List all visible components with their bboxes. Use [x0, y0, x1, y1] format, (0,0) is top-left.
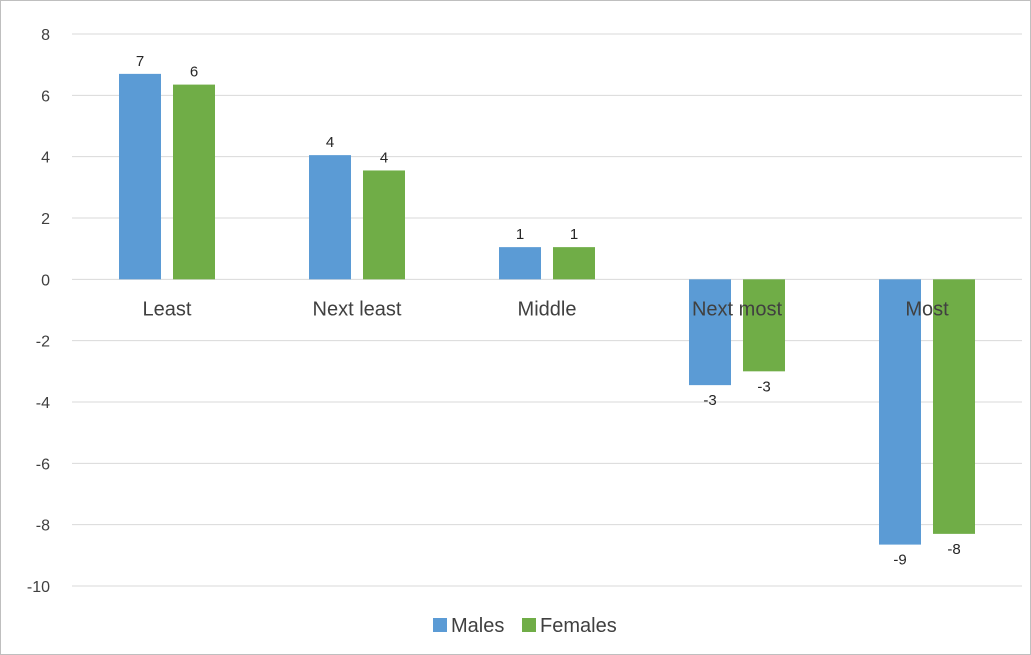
data-label: 6: [190, 64, 198, 81]
bar-males-0: [119, 73, 161, 280]
y-tick-label: 0: [41, 272, 50, 289]
data-label: 4: [326, 134, 334, 151]
data-label: 4: [380, 149, 388, 166]
y-tick-label: 6: [41, 88, 50, 105]
bar-males-2: [499, 247, 541, 280]
data-label: 7: [136, 53, 144, 70]
legend-label-females: Females: [540, 615, 617, 637]
category-label: Next most: [692, 298, 782, 320]
legend-swatch-females: [522, 618, 536, 632]
bar-males-4: [879, 279, 921, 545]
data-label: -9: [893, 552, 906, 569]
y-tick-label: 2: [41, 211, 50, 228]
y-tick-label: -8: [36, 518, 50, 535]
data-label: 1: [570, 226, 578, 243]
bar-females-0: [173, 84, 215, 280]
y-axis-ticks: 8 6 4 2 0 -2 -4 -6 -8 -10: [27, 27, 50, 596]
category-label: Middle: [518, 298, 577, 320]
gridlines: [72, 33, 1022, 587]
bar-females-4: [933, 279, 975, 534]
data-label: -3: [703, 392, 716, 409]
bar-females-1: [363, 170, 405, 280]
bar-males-1: [309, 155, 351, 280]
bar-females-2: [553, 247, 595, 280]
category-labels: Least Next least Middle Next most Most: [143, 298, 950, 320]
y-tick-label: -10: [27, 579, 50, 596]
legend-label-males: Males: [451, 615, 504, 637]
y-tick-label: -2: [36, 334, 50, 351]
data-label: -3: [757, 378, 770, 395]
y-tick-label: -6: [36, 456, 50, 473]
bar-males-3: [689, 279, 731, 386]
category-label: Least: [143, 298, 192, 320]
data-labels: 7 6 4 4 1 1 -3 -3 -9 -8: [136, 53, 961, 569]
bars: [119, 73, 975, 545]
y-tick-label: 8: [41, 27, 50, 44]
legend-swatch-males: [433, 618, 447, 632]
data-label: -8: [947, 541, 960, 558]
y-tick-label: -4: [36, 395, 50, 412]
y-tick-label: 4: [41, 150, 50, 167]
category-label: Most: [905, 298, 949, 320]
data-label: 1: [516, 226, 524, 243]
category-label: Next least: [313, 298, 402, 320]
legend: Males Females: [433, 615, 617, 637]
bar-females-3: [743, 279, 785, 372]
